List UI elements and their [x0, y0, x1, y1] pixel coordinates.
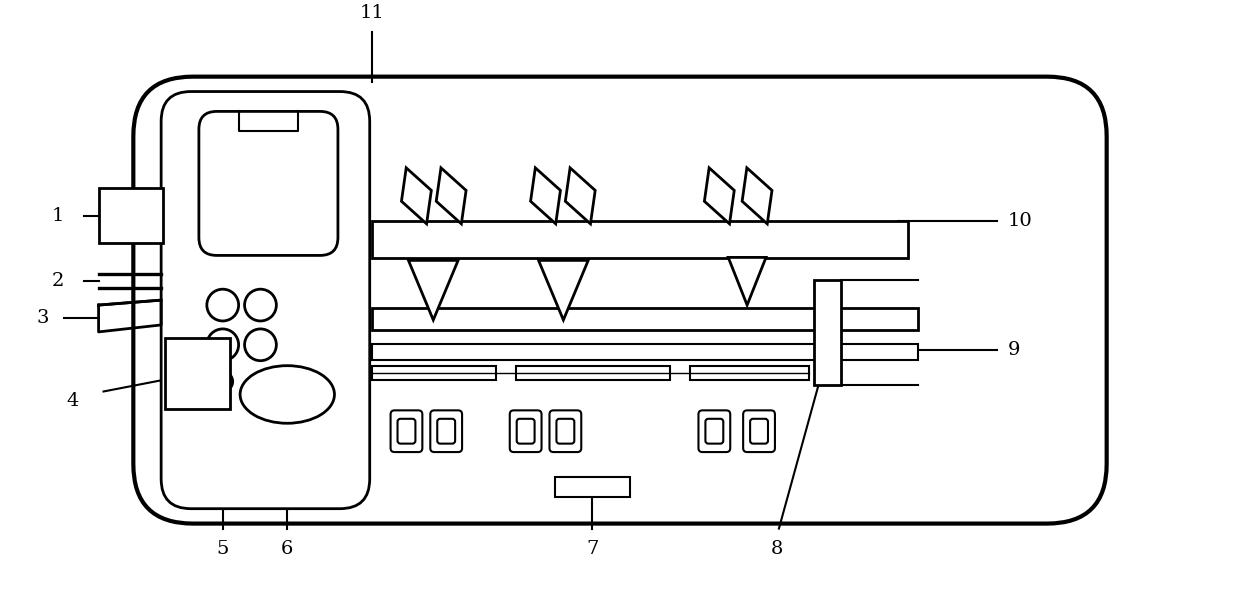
Text: 7: 7 [587, 541, 599, 559]
Text: 9: 9 [1007, 340, 1019, 359]
FancyBboxPatch shape [698, 410, 730, 452]
Polygon shape [538, 260, 588, 320]
FancyBboxPatch shape [517, 419, 534, 444]
FancyBboxPatch shape [510, 410, 542, 452]
Polygon shape [565, 168, 595, 224]
Polygon shape [531, 168, 560, 224]
FancyBboxPatch shape [706, 419, 723, 444]
Bar [372, 344, 918, 360]
FancyBboxPatch shape [134, 77, 1106, 523]
Text: 2: 2 [51, 272, 63, 290]
Bar [98, 188, 164, 243]
FancyBboxPatch shape [430, 410, 463, 452]
Bar [372, 308, 918, 330]
FancyBboxPatch shape [743, 410, 775, 452]
Text: 5: 5 [217, 541, 229, 559]
FancyBboxPatch shape [398, 419, 415, 444]
Text: 3: 3 [36, 309, 48, 327]
Ellipse shape [241, 365, 335, 423]
FancyBboxPatch shape [549, 410, 582, 452]
Text: 8: 8 [771, 541, 784, 559]
Text: 10: 10 [1007, 212, 1032, 230]
FancyBboxPatch shape [198, 111, 339, 255]
Text: 1: 1 [51, 207, 63, 225]
FancyBboxPatch shape [750, 419, 768, 444]
FancyBboxPatch shape [438, 419, 455, 444]
Bar [516, 365, 670, 379]
FancyBboxPatch shape [557, 419, 574, 444]
FancyBboxPatch shape [391, 410, 423, 452]
Bar [165, 338, 229, 409]
Polygon shape [728, 257, 766, 305]
Polygon shape [408, 260, 458, 320]
Bar [689, 365, 808, 379]
Bar [372, 365, 496, 379]
Polygon shape [742, 168, 773, 224]
FancyBboxPatch shape [161, 92, 370, 509]
Bar [556, 477, 630, 497]
Text: 4: 4 [66, 392, 78, 410]
Polygon shape [436, 168, 466, 224]
Bar [372, 221, 908, 258]
Text: 11: 11 [360, 4, 384, 22]
Polygon shape [402, 168, 432, 224]
Bar [813, 280, 842, 384]
Text: 6: 6 [281, 541, 294, 559]
Polygon shape [704, 168, 734, 224]
